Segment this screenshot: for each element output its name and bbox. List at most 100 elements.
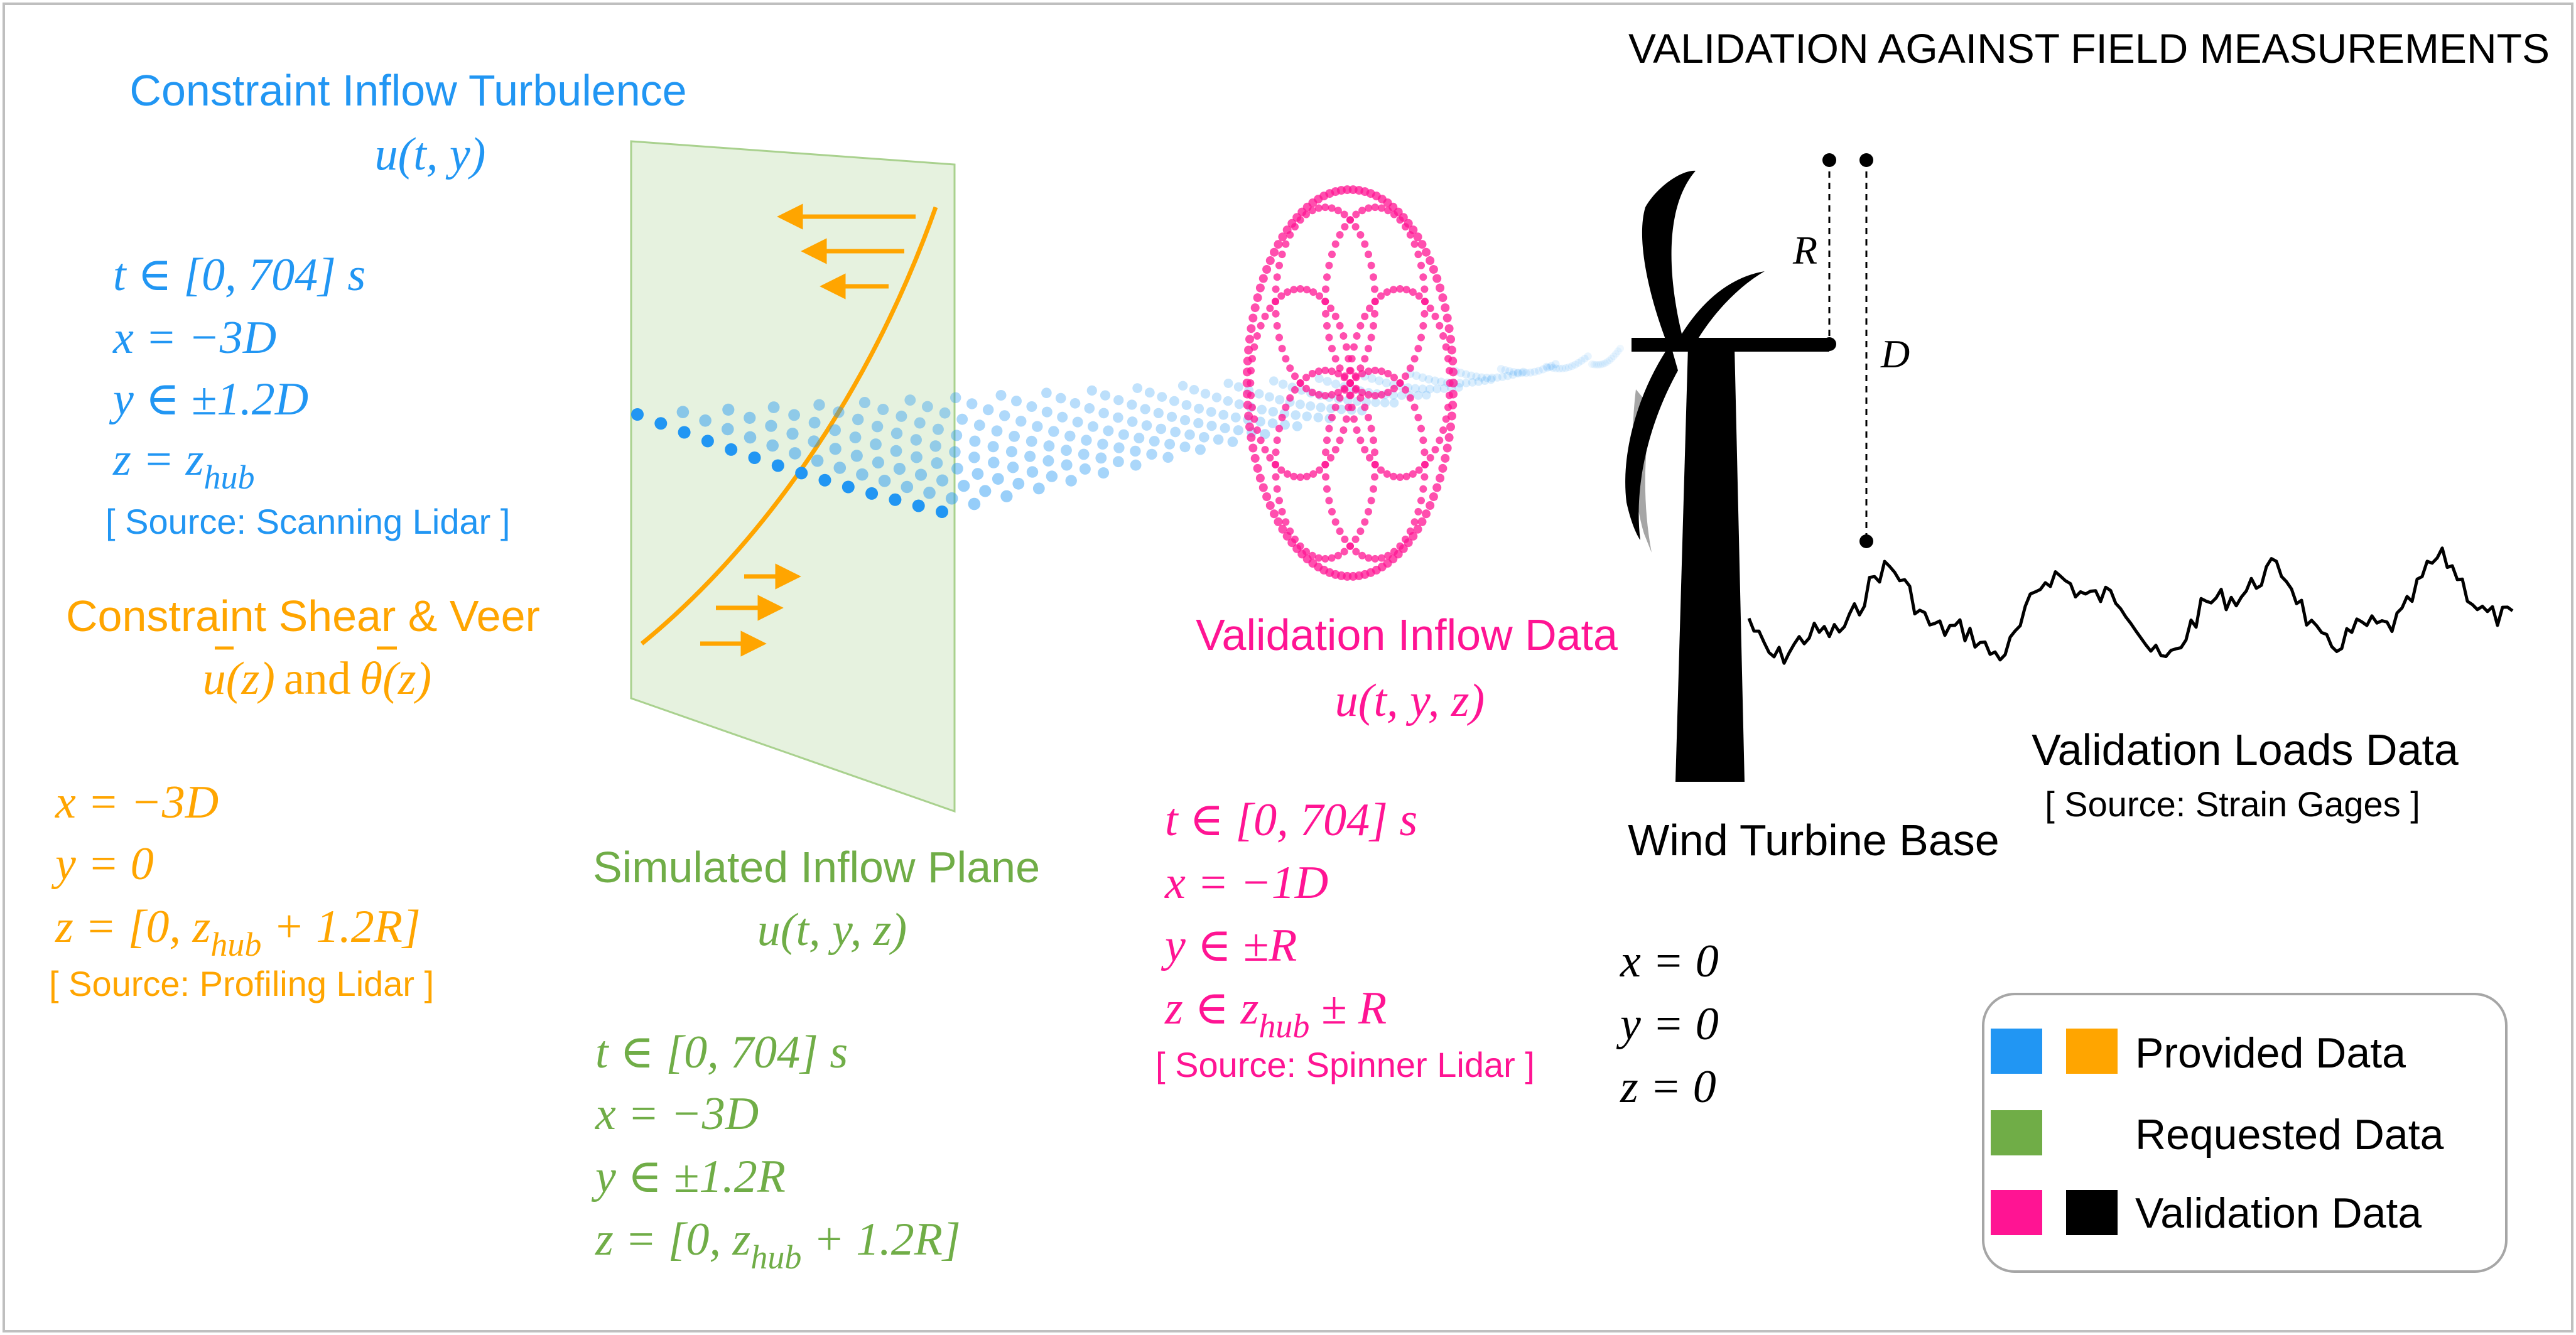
legend-label-provided: Provided Data (2135, 1029, 2406, 1077)
spinner-point (1341, 372, 1348, 380)
spinner-point (1336, 231, 1344, 239)
spinner-point (1274, 436, 1281, 444)
scan-point (1087, 386, 1097, 396)
spinner-point (1247, 433, 1255, 442)
scan-point (914, 418, 926, 429)
spinner-point (1396, 473, 1404, 481)
scan-point (1616, 345, 1624, 352)
scan-point (1156, 424, 1167, 435)
spinner-point (1396, 285, 1404, 293)
scan-point (1180, 415, 1190, 425)
spinner-point (1378, 554, 1385, 562)
spinner-point (1370, 436, 1377, 444)
scan-point (1180, 441, 1191, 452)
validation-inflow-x-position: x = −1D (1164, 857, 1328, 909)
spinner-point (1266, 501, 1275, 510)
scan-point (979, 485, 991, 497)
spinner-point (1286, 231, 1294, 239)
scan-point (1146, 449, 1157, 460)
scan-point (819, 474, 831, 487)
spinner-point (1321, 203, 1329, 211)
scan-point (915, 469, 927, 481)
spinner-point (1396, 379, 1404, 387)
spinner-point (1443, 314, 1452, 323)
scan-point (911, 434, 922, 445)
spinner-point (1414, 345, 1422, 352)
scan-point (992, 425, 1003, 436)
spinner-point (1368, 334, 1375, 342)
legend-swatch-validation-black (2066, 1190, 2118, 1235)
spinner-point (1309, 207, 1316, 214)
spinner-point (1353, 332, 1361, 340)
scan-point (813, 399, 825, 411)
spinner-point (1315, 367, 1323, 375)
spinner-point (1438, 464, 1447, 473)
diameter-label: D (1880, 332, 1910, 376)
scan-point (1182, 400, 1192, 410)
spinner-point (1417, 425, 1425, 433)
scan-point (1113, 456, 1124, 467)
scan-point (699, 414, 712, 427)
spinner-point (1332, 404, 1339, 411)
legend-label-requested: Requested Data (2135, 1111, 2444, 1159)
spinner-point (1262, 265, 1271, 274)
spinner-point (1328, 345, 1336, 352)
spinner-point (1372, 392, 1379, 399)
scan-point (946, 492, 958, 505)
scan-point (890, 445, 902, 457)
spinner-point (1245, 423, 1254, 431)
spinner-point (1436, 436, 1443, 444)
spinner-point (1328, 251, 1336, 258)
spinner-point (1272, 298, 1279, 305)
scan-point (1081, 435, 1091, 445)
scan-point (958, 480, 970, 492)
scan-point (1048, 426, 1059, 436)
spinner-point (1368, 262, 1375, 269)
spinner-point (1417, 334, 1425, 342)
scan-point (1057, 412, 1068, 423)
spinner-point (1274, 485, 1281, 493)
scan-point (1231, 413, 1241, 423)
spinner-point (1334, 389, 1342, 396)
spinner-point (1251, 454, 1260, 463)
radius-label: R (1792, 228, 1817, 273)
scan-point (1234, 382, 1243, 392)
plane-time-range: t ∈ [0, 704] s (595, 1027, 848, 1078)
scan-point (1167, 412, 1177, 422)
scan-point (722, 423, 734, 436)
spinner-point (1248, 404, 1256, 411)
spinner-point (1279, 251, 1286, 258)
scan-point (1323, 377, 1332, 386)
spinner-point (1358, 207, 1366, 214)
spinner-point (1350, 415, 1358, 423)
scan-point (988, 441, 999, 452)
spinner-point (1446, 392, 1453, 399)
spinner-point (1432, 446, 1439, 453)
scan-point (722, 404, 734, 416)
scan-point (842, 481, 855, 494)
spinner-point (1325, 262, 1333, 269)
spinner-point (1427, 305, 1434, 312)
spinner-point (1247, 392, 1255, 399)
scan-point (988, 457, 999, 468)
scan-point (951, 430, 962, 441)
scan-point (1291, 410, 1301, 419)
spinner-point (1411, 241, 1419, 248)
spinner-point (1343, 343, 1350, 351)
scan-point (1223, 396, 1233, 406)
scan-point (1201, 389, 1210, 398)
spinner-point (1247, 367, 1255, 374)
scan-point (904, 394, 916, 406)
spinner-point (1445, 324, 1454, 333)
spinner-point (1439, 332, 1447, 340)
turbine-base-label: Wind Turbine Base (1628, 816, 1999, 865)
spinner-point (1361, 404, 1368, 411)
spinner-point (1371, 473, 1378, 481)
scan-point (1098, 467, 1109, 478)
spinner-point (1426, 501, 1434, 510)
spinner-point (1272, 310, 1280, 318)
spinner-point (1275, 262, 1283, 269)
scan-point (1269, 407, 1278, 416)
spinner-point (1419, 485, 1427, 493)
spinner-point (1339, 332, 1347, 340)
